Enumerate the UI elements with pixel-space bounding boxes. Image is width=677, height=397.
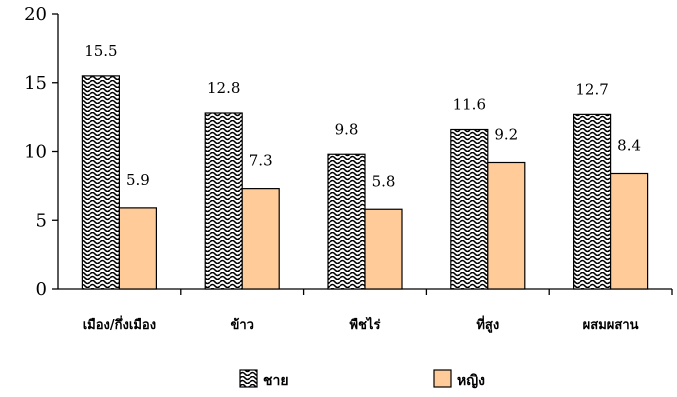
data-label: 11.6 (453, 96, 486, 114)
data-label: 9.2 (494, 126, 518, 144)
x-category-label: ผสมผสาน (583, 318, 639, 333)
y-tick-label: 0 (36, 279, 47, 300)
y-tick-label: 10 (24, 142, 47, 163)
data-label: 8.4 (617, 137, 641, 155)
data-label: 9.8 (335, 120, 359, 138)
bar-female[interactable] (609, 172, 649, 290)
x-category-label: เมือง/กึ่งเมือง (83, 315, 156, 333)
bar-female[interactable] (364, 208, 403, 290)
bar-female[interactable] (487, 161, 526, 290)
bar-female[interactable] (241, 188, 280, 290)
legend: ชาย หญิง (239, 369, 485, 389)
data-label: 5.8 (372, 172, 396, 190)
data-label: 7.3 (249, 152, 273, 170)
legend-swatch-female (433, 369, 452, 388)
x-category-label: ข้าว (230, 317, 254, 333)
legend-label: หญิง (457, 373, 485, 389)
bar-male[interactable] (204, 112, 243, 290)
y-tick-label: 5 (36, 210, 47, 231)
y-tick-label: 15 (24, 73, 47, 94)
data-label: 12.8 (207, 79, 240, 97)
bar-male[interactable] (81, 75, 121, 290)
data-label: 12.7 (575, 80, 608, 98)
data-label: 15.5 (84, 42, 117, 60)
bar-female[interactable] (118, 207, 158, 290)
plot-area: 0 5 10 15 20 15.5 5.9 เมือง/กึ่งเมือง 12.8 7.3 ข้า… (24, 4, 673, 333)
bar-male[interactable] (572, 113, 612, 290)
y-tick-label: 20 (24, 4, 47, 25)
legend-label: ชาย (263, 373, 289, 389)
bar-male[interactable] (327, 153, 366, 290)
legend-swatch-male (239, 369, 258, 388)
x-category-label: พืชไร่ (350, 316, 381, 333)
bar-male[interactable] (450, 128, 489, 290)
data-label: 5.9 (126, 171, 150, 189)
x-category-label: ที่สูง (476, 315, 499, 333)
